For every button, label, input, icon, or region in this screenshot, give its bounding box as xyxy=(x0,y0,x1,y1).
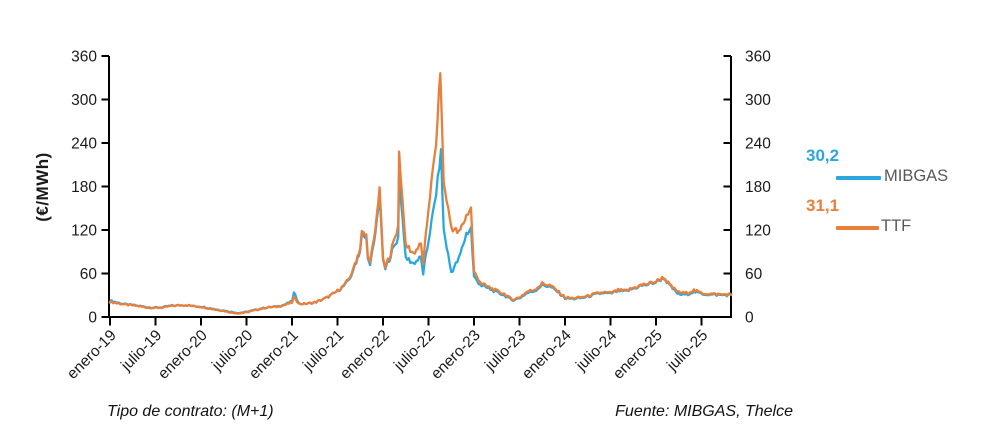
y-tick-label-right: 60 xyxy=(745,266,763,283)
y-tick-label-right: 0 xyxy=(745,310,754,327)
contract-type-note: Tipo de contrato: (M+1) xyxy=(107,403,274,420)
y-tick-label-right: 240 xyxy=(745,136,771,153)
y-tick-label-left: 300 xyxy=(71,92,97,109)
x-tick-label: enero-22 xyxy=(337,327,393,383)
y-tick-label-left: 120 xyxy=(71,223,97,240)
series-line-mibgas xyxy=(108,148,733,315)
x-tick-label: enero-24 xyxy=(519,327,575,383)
x-tick-label: enero-23 xyxy=(428,327,484,383)
y-tick-label-left: 60 xyxy=(80,266,98,283)
series-line-ttf xyxy=(108,72,733,315)
x-tick-label: julio-25 xyxy=(663,327,711,375)
x-tick-label: enero-21 xyxy=(246,327,302,383)
y-tick-label-right: 300 xyxy=(745,92,771,109)
x-tick-label: enero-20 xyxy=(155,327,211,383)
x-tick-label: enero-25 xyxy=(610,327,666,383)
source-note: Fuente: MIBGAS, Thelce xyxy=(615,403,793,420)
y-tick-label-left: 360 xyxy=(71,49,97,66)
y-tick-label-left: 180 xyxy=(71,179,97,196)
y-tick-label-left: 240 xyxy=(71,136,97,153)
y-axis-title: (€/MWh) xyxy=(33,152,52,222)
y-tick-label-right: 120 xyxy=(745,223,771,240)
y-tick-label-right: 180 xyxy=(745,179,771,196)
y-tick-label-right: 360 xyxy=(745,49,771,66)
y-tick-label-left: 0 xyxy=(88,310,97,327)
x-tick-label: enero-19 xyxy=(64,327,120,383)
